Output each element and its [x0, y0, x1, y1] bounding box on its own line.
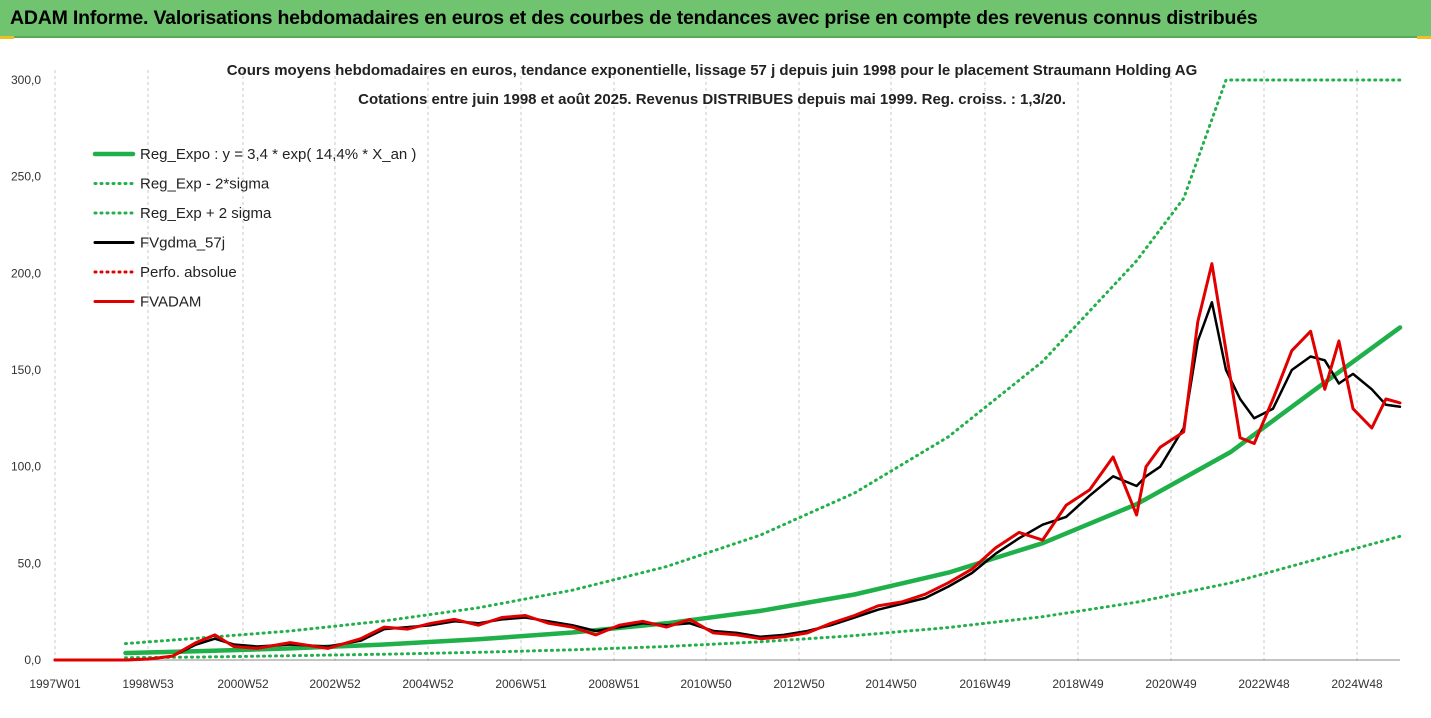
axis-layer: 1997W01 1998W53 2000W52 2002W52 2004W52 2006W…	[11, 73, 1400, 691]
x-tick-label: 2002W52	[309, 677, 361, 691]
chart-title: Cours moyens hebdomadaires en euros, ten…	[227, 62, 1198, 79]
x-tick-label: 2020W49	[1145, 677, 1197, 691]
x-tick-label: 2014W50	[865, 677, 917, 691]
x-tick-label: 2004W52	[402, 677, 454, 691]
series-line-0	[123, 325, 1403, 656]
legend-label: FVADAM	[140, 294, 201, 311]
legend-label: Reg_Expo : y = 3,4 * exp( 14,4% * X_an )	[140, 146, 416, 163]
corner-marker-left	[0, 36, 14, 39]
legend: Reg_Expo : y = 3,4 * exp( 14,4% * X_an )…	[92, 146, 416, 311]
x-tick-label: 1997W01	[29, 677, 81, 691]
series-line-1	[124, 534, 1402, 660]
chart-svg: 1997W01 1998W53 2000W52 2002W52 2004W52 2006W…	[11, 62, 1403, 691]
series-line-2	[124, 78, 1402, 646]
y-tick-label: 300,0	[11, 73, 41, 87]
legend-label: Perfo. absolue	[140, 264, 237, 281]
x-tick-label: 2022W48	[1238, 677, 1290, 691]
y-tick-label: 0,0	[24, 653, 41, 667]
x-tick-label: 2024W48	[1331, 677, 1383, 691]
report-title: ADAM Informe. Valorisations hebdomadaire…	[10, 7, 1258, 29]
x-tick-label: 2018W49	[1052, 677, 1104, 691]
series-line-5	[53, 262, 1402, 662]
y-tick-label: 100,0	[11, 460, 41, 474]
x-tick-label: 2008W51	[588, 677, 640, 691]
chart-area: 1997W01 1998W53 2000W52 2002W52 2004W52 2006W…	[0, 38, 1431, 718]
y-tick-label: 200,0	[11, 266, 41, 280]
legend-label: FVgdma_57j	[140, 235, 225, 252]
y-tick-label: 250,0	[11, 170, 41, 184]
y-tick-label: 50,0	[18, 556, 42, 570]
x-tick-label: 2010W50	[680, 677, 732, 691]
x-tick-label: 2006W51	[495, 677, 547, 691]
series-layer	[53, 78, 1403, 662]
header-banner: ADAM Informe. Valorisations hebdomadaire…	[0, 0, 1431, 38]
legend-label: Reg_Exp + 2 sigma	[140, 205, 272, 222]
x-tick-label: 1998W53	[122, 677, 174, 691]
legend-label: Reg_Exp - 2*sigma	[140, 176, 270, 193]
series-line-3	[53, 301, 1402, 662]
corner-marker-right	[1417, 36, 1431, 39]
y-tick-label: 150,0	[11, 363, 41, 377]
grid-layer	[54, 70, 1358, 664]
x-tick-label: 2016W49	[959, 677, 1011, 691]
x-tick-label: 2000W52	[217, 677, 269, 691]
x-tick-label: 2012W50	[773, 677, 825, 691]
chart-subtitle: Cotations entre juin 1998 et août 2025. …	[358, 91, 1066, 108]
